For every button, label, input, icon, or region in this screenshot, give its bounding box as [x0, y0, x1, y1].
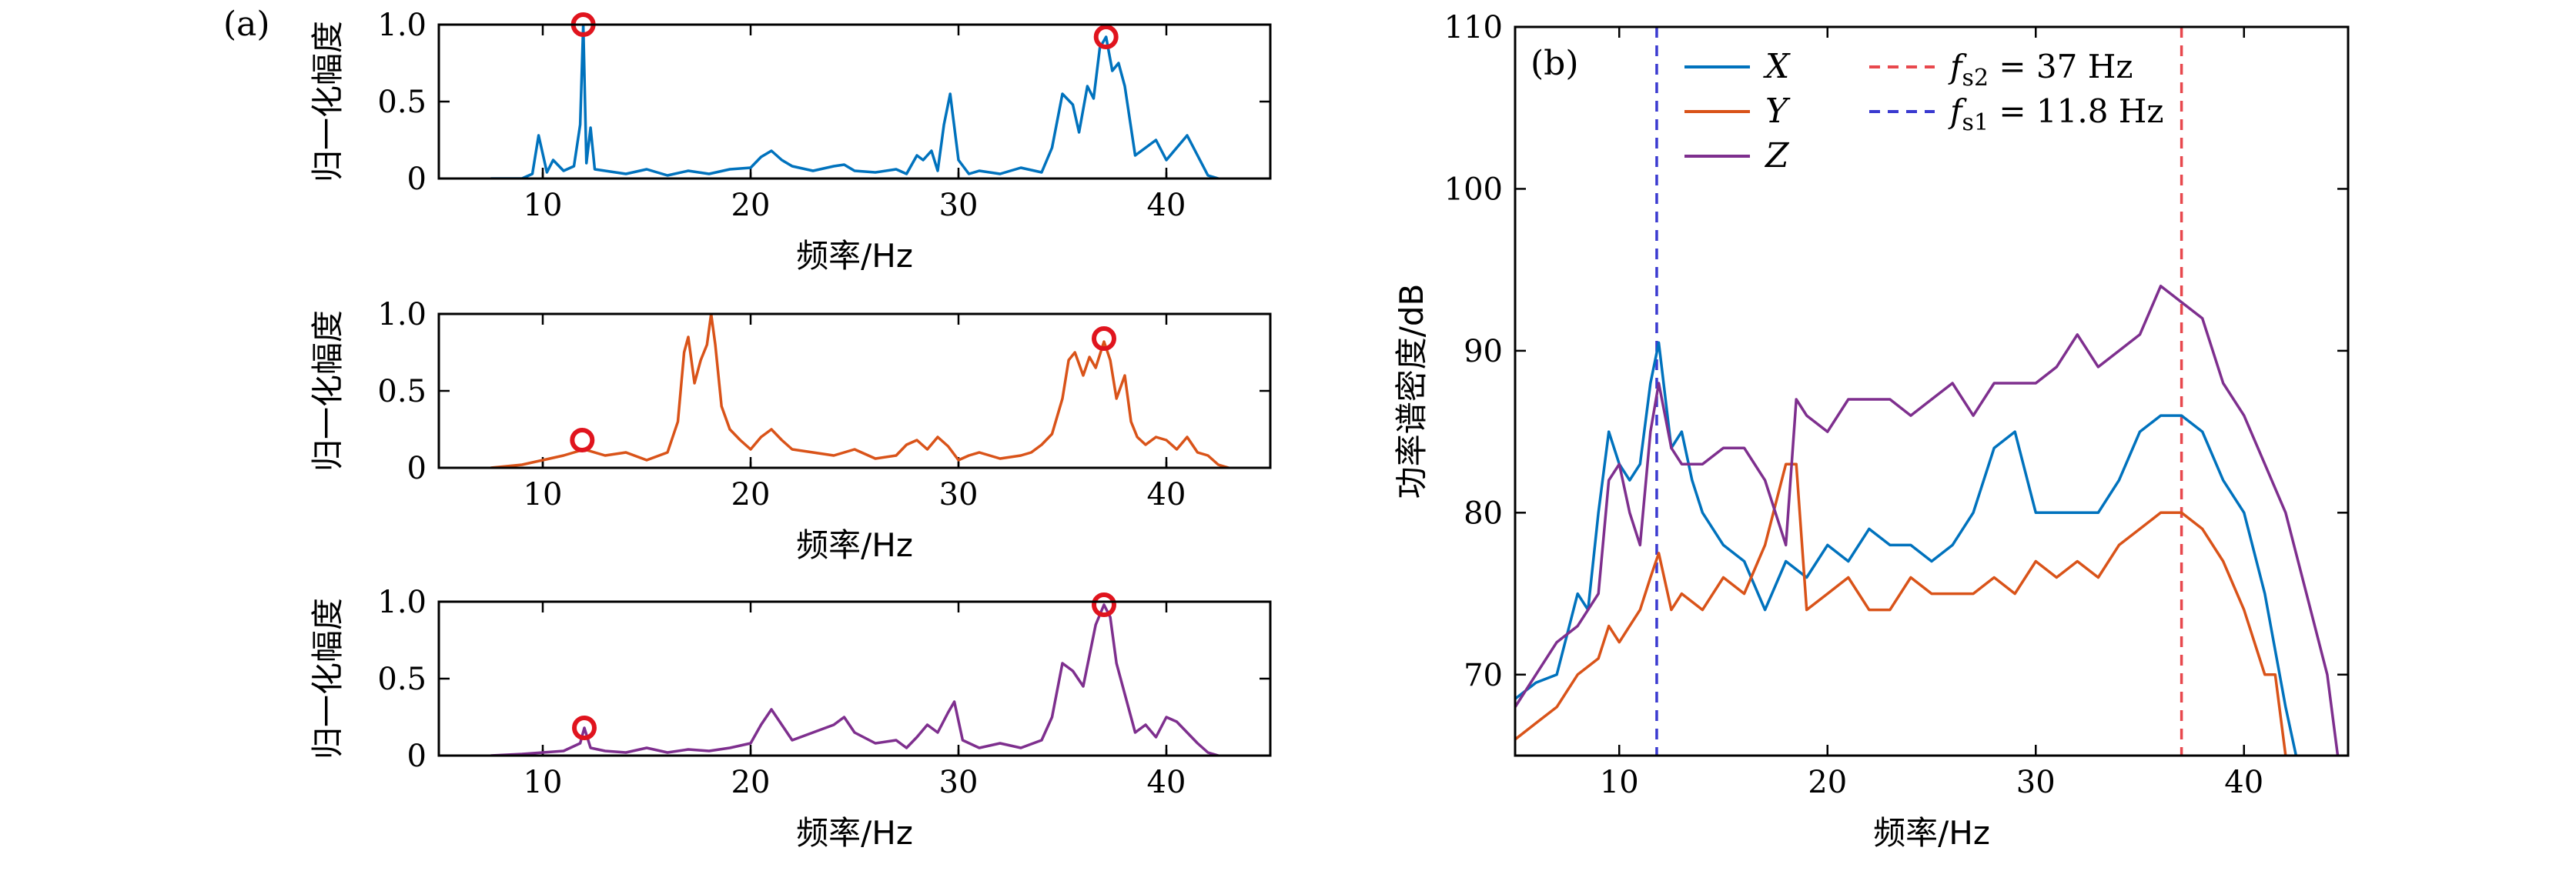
x-tick-label: 20 [1808, 765, 1847, 800]
x-tick-label: 40 [1147, 477, 1186, 512]
y-tick-label: 100 [1444, 172, 1503, 207]
x-tick-label: 10 [524, 477, 563, 512]
peak-marker-0 [572, 716, 597, 740]
panel-a2: 10 20 30 40 0 0.5 1.0 频率/Hz 归一化幅度 [309, 297, 1272, 564]
y-axis-label: 归一化幅度 [309, 21, 346, 182]
legend-label-vline-0: fs2 = 37 Hz [1948, 48, 2133, 92]
y-axis-label: 归一化幅度 [309, 310, 346, 472]
x-tick-label: 30 [939, 477, 979, 512]
x-tick-label: 20 [731, 188, 771, 223]
x-axis-label: 频率/Hz [1873, 814, 1990, 852]
x-tick-label: 40 [2224, 765, 2263, 800]
y-tick-label: 0.5 [377, 662, 427, 697]
y-tick-label: 1.0 [377, 297, 427, 332]
y-tick-label: 1.0 [377, 8, 427, 43]
panel-a3: 10 20 30 40 0 0.5 1.0 频率/Hz 归一化幅度 [309, 585, 1272, 852]
y-tick-label: 110 [1444, 10, 1503, 45]
y-tick-label: 1.0 [377, 585, 427, 620]
peak-marker-0 [570, 428, 595, 452]
y-axis-label: 功率谱密度/dB [1393, 284, 1430, 499]
legend-label-X: X [1763, 47, 1791, 86]
y-tick-label: 0.5 [377, 85, 427, 120]
y-tick-label: 0.5 [377, 374, 427, 409]
panel-label: (b) [1531, 44, 1579, 83]
panel-label: (a) [223, 5, 270, 44]
x-tick-label: 30 [939, 765, 979, 800]
axis-frame [437, 600, 1272, 757]
y-tick-label: 90 [1464, 334, 1503, 369]
legend-label-Z: Z [1764, 136, 1790, 175]
x-tick-label: 10 [524, 765, 563, 800]
plot-area [490, 25, 1219, 179]
legend-label-vline-1: fs1 = 11.8 Hz [1948, 92, 2164, 136]
x-tick-label: 20 [731, 477, 771, 512]
plot-area [1515, 27, 2340, 756]
y-tick-label: 0 [407, 451, 427, 486]
series-line-a3 [490, 603, 1219, 756]
series-line-X [1515, 341, 2298, 756]
series-line-a2 [490, 314, 1229, 468]
x-axis-label: 频率/Hz [796, 237, 913, 275]
x-axis-label: 频率/Hz [796, 526, 913, 564]
x-axis-label: 频率/Hz [796, 814, 913, 852]
series-line-Y [1515, 462, 2287, 756]
panel-b: 10 20 30 40 70 80 90 100 110 频率/Hz 功率谱密度/dB (b) XYZf… [1393, 10, 2350, 852]
peak-marker-1 [1092, 326, 1116, 351]
series-line-a1 [490, 25, 1219, 179]
panel-a1: 10 20 30 40 0 0.5 1.0 频率/Hz 归一化幅度 (a) [223, 5, 1272, 275]
axis-frame [437, 23, 1272, 180]
y-tick-label: 80 [1464, 496, 1503, 531]
peak-marker-1 [1092, 592, 1116, 617]
x-tick-label: 10 [524, 188, 563, 223]
plot-area [490, 603, 1219, 756]
y-tick-label: 0 [407, 162, 427, 197]
x-tick-label: 40 [1147, 188, 1186, 223]
axis-frame [437, 312, 1272, 469]
x-tick-label: 40 [1147, 765, 1186, 800]
x-tick-label: 20 [731, 765, 771, 800]
series-line-Z [1515, 284, 2340, 756]
y-tick-label: 70 [1464, 658, 1503, 693]
x-tick-label: 30 [2016, 765, 2056, 800]
plot-area [490, 314, 1229, 468]
peak-marker-1 [1093, 25, 1119, 49]
legend-label-Y: Y [1765, 92, 1791, 131]
axis-frame [1514, 25, 2350, 757]
y-axis-label: 归一化幅度 [309, 598, 346, 759]
x-tick-label: 10 [1600, 765, 1639, 800]
x-tick-label: 30 [939, 188, 979, 223]
y-tick-label: 0 [407, 739, 427, 774]
